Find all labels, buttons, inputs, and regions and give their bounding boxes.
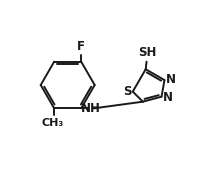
Text: SH: SH <box>138 46 157 59</box>
Text: F: F <box>77 40 85 53</box>
Text: CH₃: CH₃ <box>41 118 64 128</box>
Text: N: N <box>163 91 173 104</box>
Text: S: S <box>123 85 131 98</box>
Text: N: N <box>166 73 176 86</box>
Text: NH: NH <box>81 102 101 115</box>
